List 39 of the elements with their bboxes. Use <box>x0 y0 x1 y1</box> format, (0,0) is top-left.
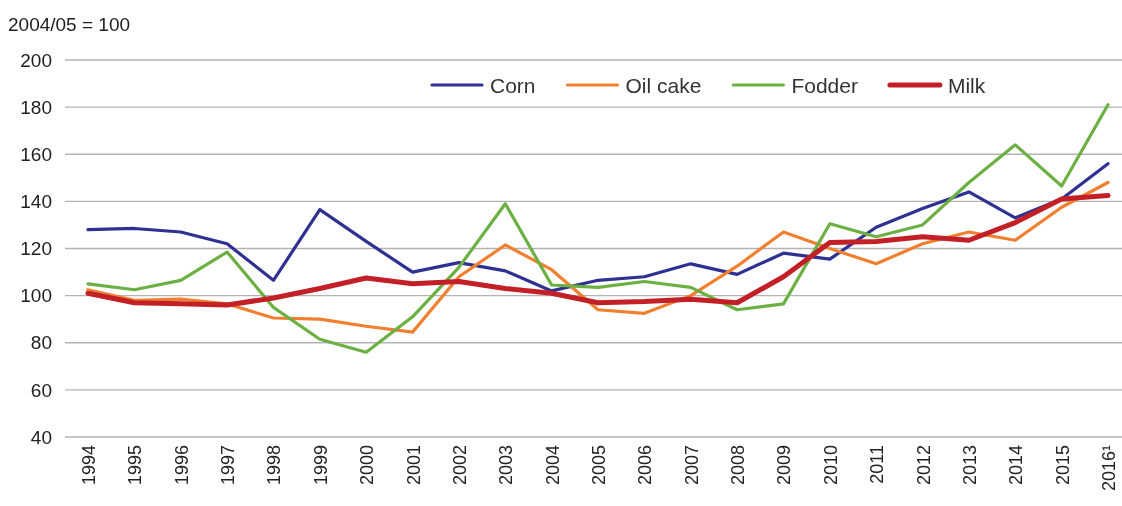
x-tick-label: 2006 <box>635 445 656 486</box>
x-tick-label: 2005 <box>589 445 609 486</box>
x-tick-label: 2003 <box>496 445 517 486</box>
line-series <box>86 103 1110 354</box>
x-tick-label: 1998 <box>264 445 285 486</box>
y-tick-label: 60 <box>30 379 52 401</box>
x-tick-label: 2013 <box>959 445 980 486</box>
y-tick-label: 200 <box>20 49 52 71</box>
x-tick-label: 2001 <box>403 445 424 486</box>
x-tick-label: 2002 <box>449 445 470 486</box>
x-tick-label: 1994 <box>79 445 99 486</box>
x-tick-label: 2012 <box>913 445 934 486</box>
x-tick-label: 2004 <box>542 445 563 486</box>
x-tick-label: 2008 <box>728 445 749 486</box>
y-tick-label: 100 <box>20 285 52 307</box>
x-tick-label: 1999 <box>310 445 331 486</box>
y-tick-label: 180 <box>20 96 52 118</box>
x-tick-label: 2009 <box>774 445 795 486</box>
x-tick-label: 2011 <box>867 445 888 484</box>
legend-label: Corn <box>490 73 536 97</box>
x-tick-label: 2014 <box>1006 445 1027 486</box>
legend-label: Fodder <box>791 73 858 97</box>
x-tick-label: 1995 <box>125 445 146 486</box>
x-tick-label: 1997 <box>218 445 239 486</box>
x-tick-label: 2007 <box>681 445 702 486</box>
x-tick-label: 1996 <box>171 445 192 486</box>
y-tick-label: 160 <box>20 143 52 165</box>
x-tick-label: 2000 <box>357 445 378 486</box>
y-axis-title: 2004/05 = 100 <box>8 14 131 35</box>
x-tick-label: 2010 <box>820 445 841 486</box>
y-tick-label: 40 <box>30 426 52 448</box>
line-series <box>86 162 1110 293</box>
x-tick-label: 2016¹ <box>1099 445 1119 492</box>
legend-label: Oil cake <box>625 73 702 97</box>
legend-label: Milk <box>947 73 986 97</box>
y-tick-label: 140 <box>20 191 52 213</box>
y-tick-label: 80 <box>30 332 52 354</box>
y-tick-label: 120 <box>20 238 52 260</box>
x-tick-label: 2015 <box>1052 445 1073 486</box>
